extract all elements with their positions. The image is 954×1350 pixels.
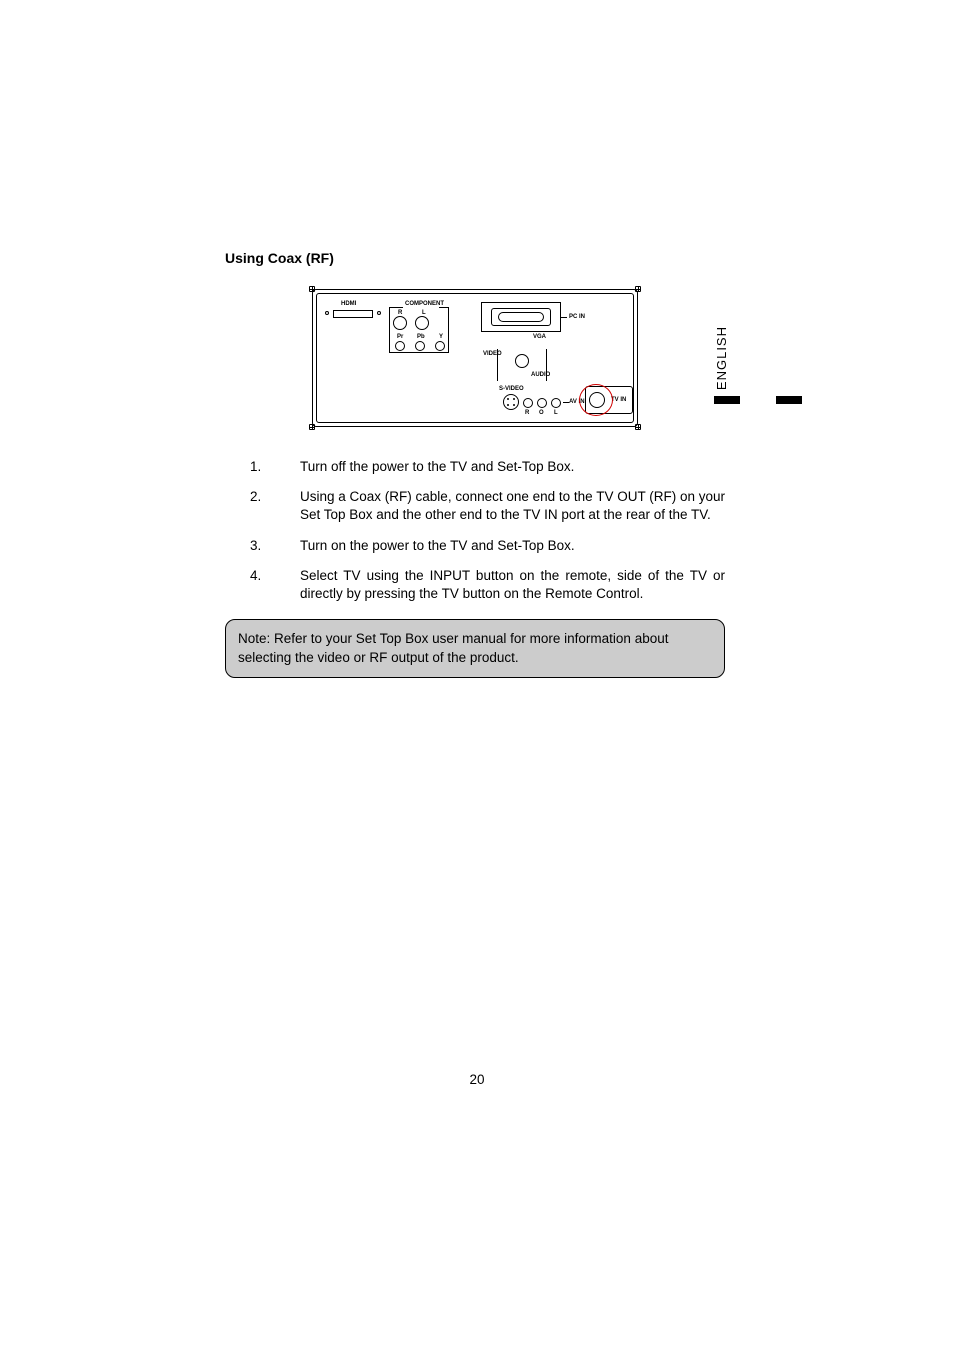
rca-jack-icon [415, 316, 429, 330]
component-jack-icon [395, 341, 405, 351]
language-tab-bars [714, 396, 802, 404]
content-area: Using Coax (RF) HDMI COMP [225, 250, 725, 678]
r-bottom-label: R [525, 410, 529, 416]
video-jack-icon [515, 354, 529, 368]
l-bottom-label: L [554, 410, 558, 416]
note-box: Note: Refer to your Set Top Box user man… [225, 619, 725, 677]
tv-in-label: TV IN [611, 397, 626, 403]
pr-label: Pr [397, 334, 403, 340]
step-number: 2. [225, 488, 300, 524]
step-number: 1. [225, 458, 300, 476]
connector-diagram: HDMI COMPONENT R L [225, 286, 725, 430]
step-item: 1. Turn off the power to the TV and Set-… [225, 458, 725, 476]
step-text: Turn off the power to the TV and Set-Top… [300, 458, 725, 476]
step-text: Using a Coax (RF) cable, connect one end… [300, 488, 725, 524]
o-bottom-label: O [539, 410, 544, 416]
audio-jack-icon [551, 398, 561, 408]
steps-list: 1. Turn off the power to the TV and Set-… [225, 458, 725, 603]
s-video-label: S-VIDEO [499, 386, 524, 392]
vga-port-icon [491, 308, 551, 326]
component-jack-icon [435, 341, 445, 351]
step-item: 2. Using a Coax (RF) cable, connect one … [225, 488, 725, 524]
vga-inner-icon [498, 312, 544, 322]
audio-jack-icon [523, 398, 533, 408]
highlight-oval-icon [579, 384, 613, 416]
audio-jack-icon [537, 398, 547, 408]
step-text: Select TV using the INPUT button on the … [300, 567, 725, 603]
pb-label: Pb [417, 334, 425, 340]
step-number: 3. [225, 537, 300, 555]
manual-page: ENGLISH Using Coax (RF) HDMI [0, 0, 954, 1350]
y-label: Y [439, 334, 443, 340]
step-number: 4. [225, 567, 300, 603]
step-item: 3. Turn on the power to the TV and Set-T… [225, 537, 725, 555]
panel-frame: HDMI COMPONENT R L [312, 289, 638, 427]
bracket-line [439, 307, 449, 308]
note-text: Note: Refer to your Set Top Box user man… [238, 631, 668, 664]
hdmi-pin-icon [377, 311, 381, 315]
hdmi-port-icon [333, 310, 373, 318]
language-tab: ENGLISH [714, 326, 802, 404]
bracket-line [561, 317, 567, 318]
pc-in-label: PC IN [569, 314, 585, 320]
step-text: Turn on the power to the TV and Set-Top … [300, 537, 725, 555]
vga-label: VGA [533, 334, 546, 340]
audio-label: AUDIO [531, 372, 550, 378]
component-jack-icon [415, 341, 425, 351]
hdmi-pin-icon [325, 311, 329, 315]
rca-jack-icon [393, 316, 407, 330]
tab-bar [776, 396, 802, 404]
s-video-port-icon [503, 394, 519, 410]
panel-inner: HDMI COMPONENT R L [316, 293, 634, 423]
step-item: 4. Select TV using the INPUT button on t… [225, 567, 725, 603]
panel-outer: HDMI COMPONENT R L [309, 286, 641, 430]
video-label: VIDEO [483, 351, 502, 357]
section-heading: Using Coax (RF) [225, 250, 725, 266]
bracket-line [389, 307, 403, 308]
hdmi-label: HDMI [341, 301, 356, 307]
page-number: 20 [0, 1072, 954, 1087]
